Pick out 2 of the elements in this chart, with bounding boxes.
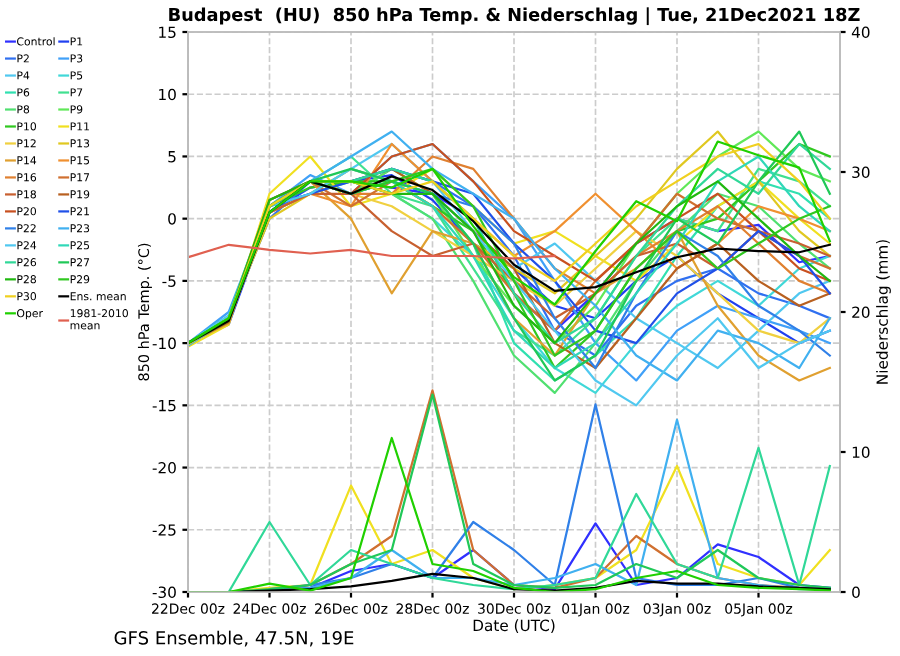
chart-title: Budapest (HU) 850 hPa Temp. & Niederschlag | Tue, 21Dec2021 18Z <box>169 7 860 26</box>
text: GFS Ensemble, 47.5N, 19E <box>114 630 354 647</box>
